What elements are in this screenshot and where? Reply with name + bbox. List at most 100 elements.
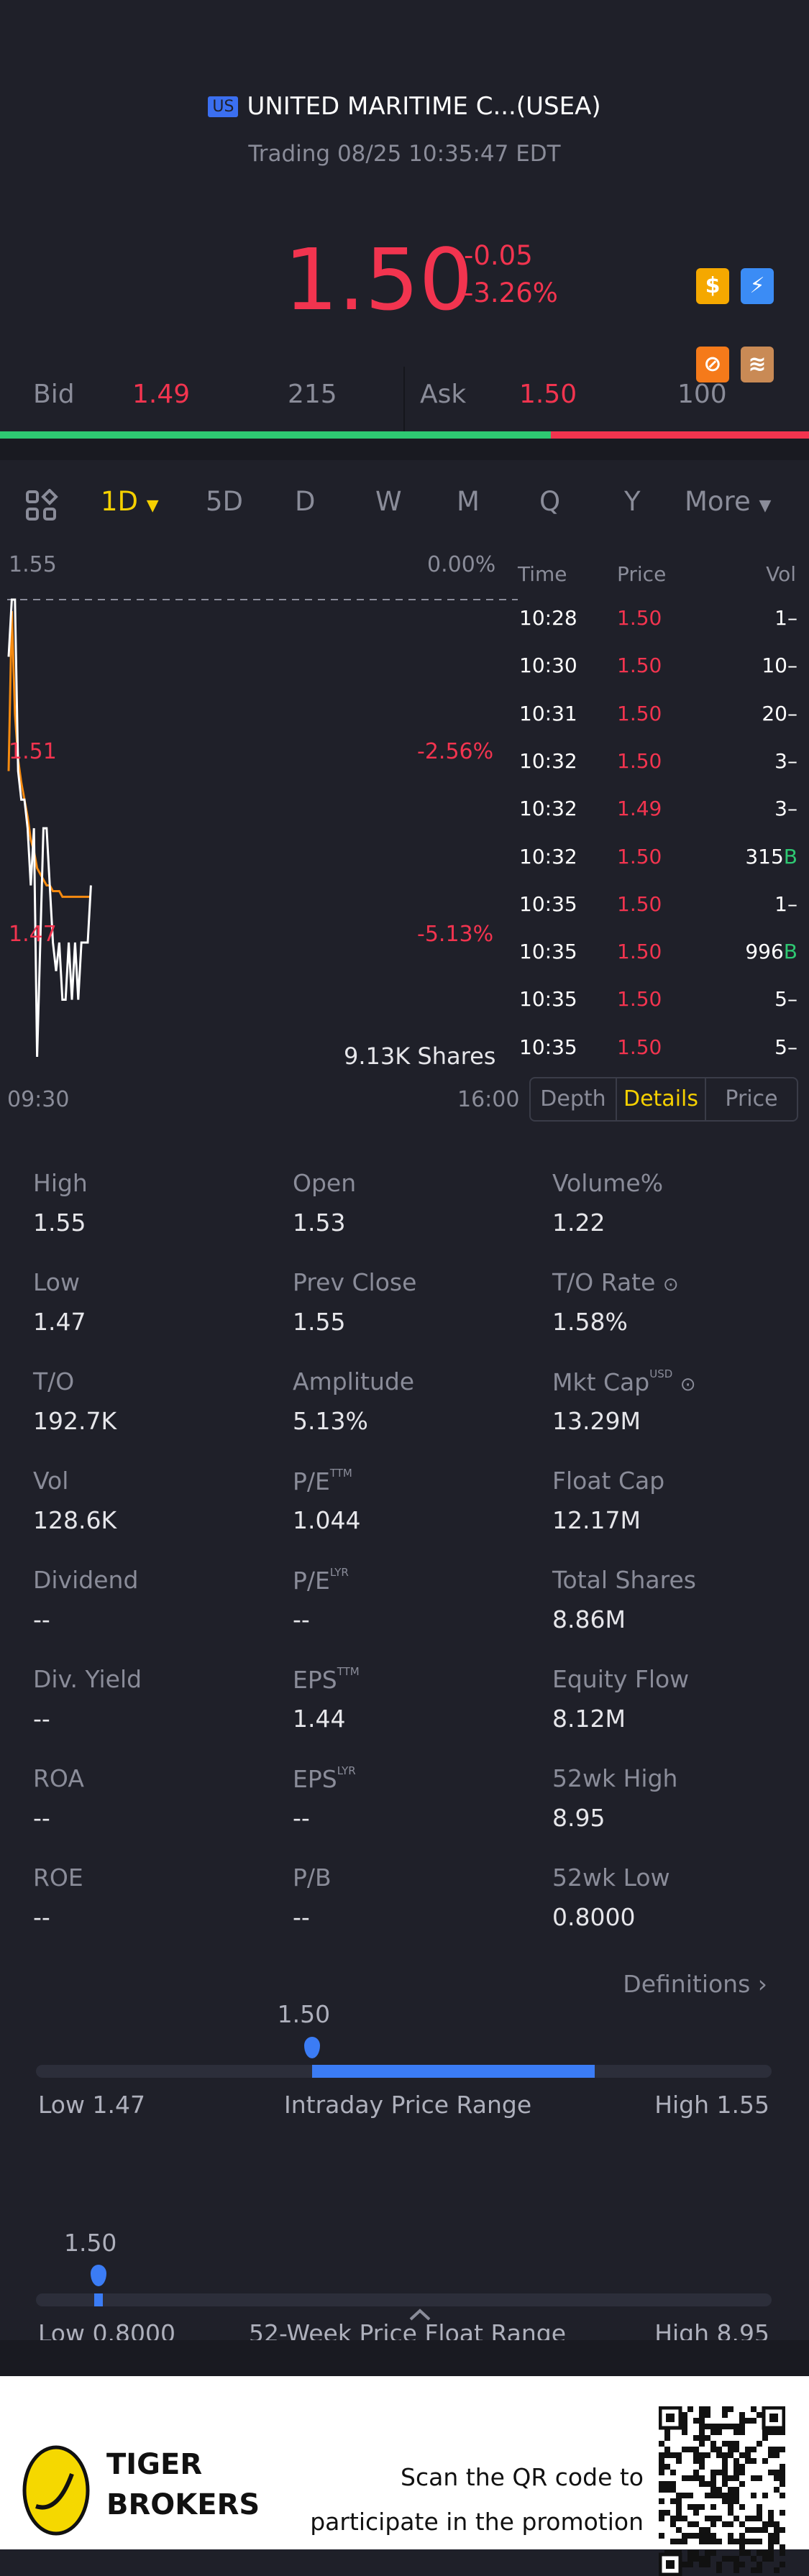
stat-label: Low	[33, 1268, 80, 1296]
y-label-mid: 1.51	[9, 739, 57, 764]
tick-time: 10:32	[519, 748, 577, 773]
stat-value: 8.86M	[552, 1605, 626, 1633]
tab-w[interactable]: W	[375, 486, 402, 517]
intraday-chart[interactable]	[0, 539, 518, 1093]
tab-m[interactable]: M	[457, 486, 480, 517]
tick-vol: 10–	[762, 654, 797, 678]
tick-vol: 5–	[774, 987, 797, 1012]
us-market-badge: US	[208, 96, 239, 117]
tick-price: 1.50	[617, 940, 662, 964]
lightning-icon[interactable]: ⚡	[741, 268, 774, 304]
stat-value: 128.6K	[33, 1506, 117, 1534]
tick-time: 10:31	[519, 701, 577, 725]
tab-5d[interactable]: 5D	[206, 486, 244, 517]
stat-label: Amplitude	[293, 1367, 415, 1395]
stat-label: 52wk Low	[552, 1864, 670, 1892]
promo-footer: TIGER BROKERS Scan the QR code to particip…	[0, 2376, 809, 2576]
tab-more[interactable]: More ▼	[685, 486, 772, 517]
tab-y[interactable]: Y	[624, 486, 641, 517]
depth-button[interactable]: Depth	[529, 1077, 617, 1122]
chart-layout-icon[interactable]	[26, 489, 60, 523]
stat-value: --	[33, 1804, 50, 1832]
stat-label: P/ELYR	[293, 1566, 349, 1595]
pct-label-bot: -5.13%	[417, 922, 494, 947]
tick-vol: 3–	[774, 797, 797, 821]
stat-label: Vol	[33, 1467, 69, 1495]
tick-vol: 1–	[774, 606, 797, 630]
x-label-start: 09:30	[7, 1087, 70, 1112]
section-divider	[0, 439, 809, 460]
dropdown-icon: ▼	[146, 497, 159, 515]
stat-label: 52wk High	[552, 1764, 678, 1792]
stat-value: --	[33, 1705, 50, 1733]
stat-label: Float Cap	[552, 1467, 665, 1495]
stock-name: UNITED MARITIME C...(USEA)	[247, 92, 601, 121]
stat-value: 8.12M	[552, 1705, 626, 1733]
tick-time: 10:28	[519, 606, 577, 630]
layers-icon[interactable]: ≋	[741, 347, 774, 382]
stat-value: 1.55	[33, 1209, 86, 1237]
intraday-low: Low 1.47	[38, 2091, 145, 2119]
stat-value: 13.29M	[552, 1407, 641, 1435]
stat-value: --	[33, 1605, 50, 1633]
tick-time: 10:35	[519, 987, 577, 1012]
stat-value: 0.8000	[552, 1903, 636, 1931]
stat-value: 12.17M	[552, 1506, 641, 1534]
tick-price: 1.50	[617, 987, 662, 1012]
promo-text: Scan the QR code to participate in the pr…	[310, 2463, 644, 2536]
week52-range-track	[36, 2293, 772, 2306]
definitions-link[interactable]: Definitions ›	[623, 1970, 767, 1998]
intraday-high: High 1.55	[654, 2091, 769, 2119]
dropdown-icon: ▼	[759, 497, 772, 515]
details-button[interactable]: Details	[616, 1077, 706, 1122]
qr-code-icon[interactable]	[659, 2406, 785, 2576]
stat-label: Dividend	[33, 1566, 139, 1594]
stat-value: 1.58%	[552, 1308, 628, 1336]
stat-label: T/O	[33, 1367, 75, 1395]
tick-time: 10:35	[519, 891, 577, 916]
change-value: -0.05	[464, 240, 533, 271]
intraday-range-fill	[311, 2065, 595, 2078]
tick-time: 10:35	[519, 940, 577, 964]
info-icon[interactable]: ⊙	[680, 1374, 696, 1395]
change-percent: -3.26%	[464, 278, 558, 308]
tick-vol: 996B	[745, 940, 797, 964]
stat-value: 1.22	[552, 1209, 605, 1237]
price-change: -0.05 -3.26%	[464, 237, 558, 312]
tick-vol: 3–	[774, 748, 797, 773]
stat-label: T/O Rate ⊙	[552, 1268, 679, 1296]
bid-size: 215	[288, 380, 337, 409]
stat-label: EPSLYR	[293, 1764, 356, 1793]
tab-1d[interactable]: 1D ▼	[101, 486, 159, 517]
y-label-top: 1.55	[9, 552, 57, 577]
volume-label: 9.13K Shares	[344, 1042, 496, 1070]
ask-size: 100	[677, 380, 727, 409]
bid-label: Bid	[33, 380, 75, 409]
stat-value: --	[293, 1605, 310, 1633]
price-line	[7, 598, 92, 1058]
stat-value: 1.47	[33, 1308, 86, 1336]
tick-time: 10:30	[519, 654, 577, 678]
stat-label: ROE	[33, 1864, 83, 1892]
info-icon[interactable]: ⊙	[662, 1274, 679, 1296]
dollar-icon[interactable]: $	[696, 268, 729, 304]
week52-range-fill	[93, 2293, 103, 2306]
stat-value: 1.55	[293, 1308, 346, 1336]
stat-label: Open	[293, 1169, 357, 1197]
no-short-icon[interactable]: ⊘	[696, 347, 729, 382]
stat-value: 8.95	[552, 1804, 605, 1832]
stat-label: ROA	[33, 1764, 84, 1792]
chevron-right-icon: ›	[757, 1970, 767, 1998]
price-button[interactable]: Price	[705, 1077, 798, 1122]
tick-vol: 1–	[774, 891, 797, 916]
week52-marker-icon	[90, 2265, 106, 2286]
tab-q[interactable]: Q	[539, 486, 561, 517]
collapse-chevron-icon[interactable]	[408, 2308, 431, 2322]
tiger-logo-icon	[22, 2445, 90, 2536]
week52-current: 1.50	[63, 2229, 117, 2257]
intraday-title: Intraday Price Range	[284, 2091, 532, 2119]
trading-status: Trading 08/25 10:35:47 EDT	[248, 141, 561, 167]
y-label-bot: 1.47	[9, 922, 57, 947]
tab-d[interactable]: D	[295, 486, 316, 517]
stat-value: 1.53	[293, 1209, 346, 1237]
